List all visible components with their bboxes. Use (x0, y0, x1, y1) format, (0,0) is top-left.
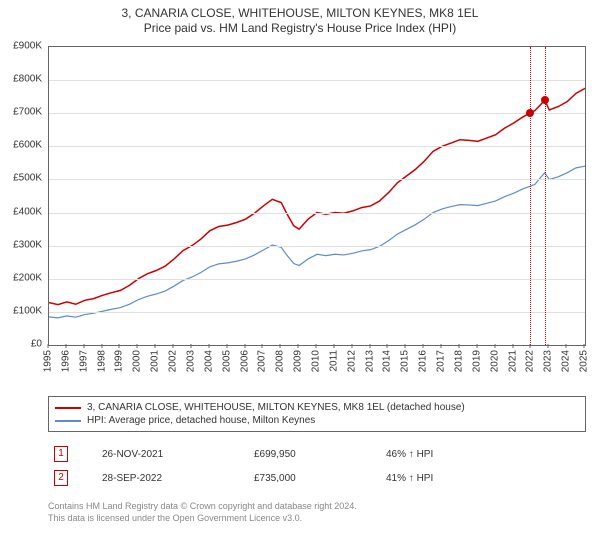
title-address: 3, CANARIA CLOSE, WHITEHOUSE, MILTON KEY… (0, 6, 600, 21)
y-tick-label: £0 (31, 339, 42, 350)
footer-copyright: Contains HM Land Registry data © Crown c… (48, 500, 586, 512)
y-tick-label: £100K (13, 305, 42, 316)
transaction-marker: 2 (54, 470, 68, 486)
x-tick-label: 1998 (96, 350, 107, 372)
transaction-vs-hpi: 41% ↑ HPI (380, 466, 586, 490)
x-tick-label: 2016 (418, 350, 429, 372)
footer: Contains HM Land Registry data © Crown c… (48, 500, 586, 524)
x-tick-label: 2021 (507, 350, 518, 372)
x-tick-label: 2004 (203, 350, 214, 372)
x-tick-label: 2009 (293, 350, 304, 372)
x-tick-label: 2006 (239, 350, 250, 372)
x-tick-label: 1997 (78, 350, 89, 372)
series-hpi (49, 166, 585, 318)
x-tick-label: 2022 (525, 350, 536, 372)
marker-dot-1 (526, 109, 534, 117)
legend-item-hpi: HPI: Average price, detached house, Milt… (55, 414, 579, 427)
transaction-vs-hpi: 46% ↑ HPI (380, 442, 586, 466)
x-tick-label: 2005 (221, 350, 232, 372)
line-series-svg (49, 47, 585, 345)
x-tick-label: 2023 (543, 350, 554, 372)
y-tick-label: £800K (13, 74, 42, 85)
y-tick-label: £400K (13, 206, 42, 217)
y-tick-label: £700K (13, 107, 42, 118)
transaction-price: £735,000 (248, 466, 380, 490)
marker-line-1 (530, 47, 531, 345)
plot-area: 12 (48, 46, 586, 346)
x-tick-label: 2020 (489, 350, 500, 372)
x-tick-label: 2017 (436, 350, 447, 372)
x-tick-label: 2013 (364, 350, 375, 372)
marker-line-2 (545, 47, 546, 345)
transaction-row: 2 28-SEP-2022£735,00041% ↑ HPI (48, 466, 586, 490)
y-axis-labels: £0£100K£200K£300K£400K£500K£600K£700K£80… (0, 46, 44, 346)
title-subtitle: Price paid vs. HM Land Registry's House … (0, 21, 600, 36)
x-axis-labels: 1995199619971998199920002001200220032004… (48, 348, 586, 392)
chart: £0 £100K £200K £300K £400K £500K £600K £700K £80… (0, 42, 600, 392)
x-tick-label: 2010 (311, 350, 322, 372)
transaction-row: 1 26-NOV-2021£699,95046% ↑ HPI (48, 442, 586, 466)
x-tick-label: 2015 (400, 350, 411, 372)
marker-dot-2 (541, 96, 549, 104)
x-tick-label: 2014 (382, 350, 393, 372)
legend-label: HPI: Average price, detached house, Milt… (87, 415, 315, 426)
y-tick-label: £900K (13, 41, 42, 52)
x-tick-label: 1999 (114, 350, 125, 372)
transaction-date: 26-NOV-2021 (96, 442, 248, 466)
legend-swatch (55, 407, 81, 409)
x-tick-label: 2018 (453, 350, 464, 372)
x-tick-label: 2002 (168, 350, 179, 372)
x-tick-label: 2001 (150, 350, 161, 372)
transaction-marker: 1 (54, 446, 68, 462)
x-tick-label: 2019 (471, 350, 482, 372)
legend-item-property: 3, CANARIA CLOSE, WHITEHOUSE, MILTON KEY… (55, 401, 579, 414)
lower-section: 3, CANARIA CLOSE, WHITEHOUSE, MILTON KEY… (48, 396, 586, 490)
x-tick-label: 2007 (257, 350, 268, 372)
x-tick-label: 2011 (328, 350, 339, 372)
y-tick-label: £600K (13, 140, 42, 151)
transaction-date: 28-SEP-2022 (96, 466, 248, 490)
legend: 3, CANARIA CLOSE, WHITEHOUSE, MILTON KEY… (48, 396, 586, 432)
x-tick-label: 2012 (346, 350, 357, 372)
y-tick-label: £500K (13, 173, 42, 184)
footer-licence: This data is licensed under the Open Gov… (48, 512, 586, 524)
transactions-table: 1 26-NOV-2021£699,95046% ↑ HPI 2 28-SEP-202… (48, 442, 586, 490)
title-block: 3, CANARIA CLOSE, WHITEHOUSE, MILTON KEY… (0, 0, 600, 36)
x-tick-label: 2008 (275, 350, 286, 372)
y-tick-label: £300K (13, 239, 42, 250)
legend-swatch (55, 420, 81, 422)
x-tick-label: 1995 (43, 350, 54, 372)
transaction-price: £699,950 (248, 442, 380, 466)
x-tick-label: 2024 (561, 350, 572, 372)
x-tick-label: 2000 (132, 350, 143, 372)
x-tick-label: 1996 (60, 350, 71, 372)
legend-label: 3, CANARIA CLOSE, WHITEHOUSE, MILTON KEY… (87, 402, 465, 413)
x-tick-label: 2025 (579, 350, 590, 372)
x-tick-label: 2003 (185, 350, 196, 372)
y-tick-label: £200K (13, 272, 42, 283)
